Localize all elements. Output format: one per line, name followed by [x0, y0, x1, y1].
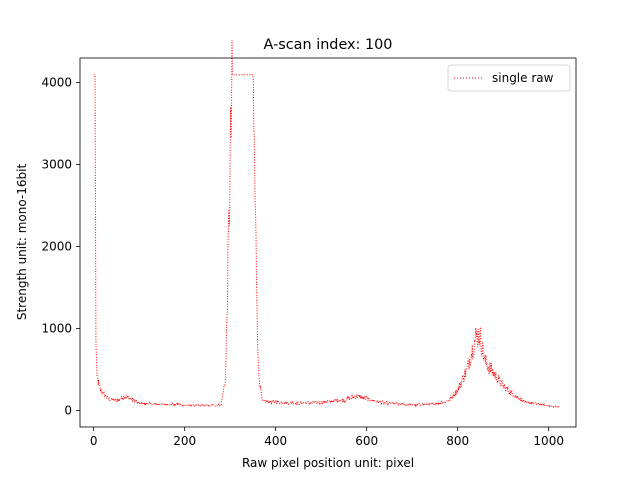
x-axis-label: Raw pixel position unit: pixel: [242, 456, 414, 470]
x-tick-label: 400: [264, 434, 287, 448]
x-tick-label: 0: [90, 434, 98, 448]
y-tick-label: 4000: [41, 76, 72, 90]
legend-entry-single-raw: single raw: [492, 71, 554, 85]
plot-frame: [79, 57, 577, 428]
plot-area: [80, 58, 576, 427]
y-axis-label: Strength unit: mono-16bit: [15, 164, 29, 321]
series-line-single-raw: [93, 40, 560, 409]
series-layer: [93, 40, 560, 409]
x-tick-label: 600: [355, 434, 378, 448]
y-tick-label: 2000: [41, 240, 72, 254]
chart-title: A-scan index: 100: [264, 37, 393, 53]
y-tick-label: 1000: [41, 322, 72, 336]
x-tick-label: 1000: [533, 434, 564, 448]
x-tick-label: 800: [446, 434, 469, 448]
legend: single raw: [447, 64, 571, 92]
y-tick-label: 0: [64, 404, 72, 418]
ticks-layer: 0 200 400 600 800 1000 0 1000 2000 3000 4000: [41, 76, 564, 448]
y-tick-label: 3000: [41, 158, 72, 172]
x-tick-label: 200: [173, 434, 196, 448]
legend-box: [447, 64, 571, 92]
